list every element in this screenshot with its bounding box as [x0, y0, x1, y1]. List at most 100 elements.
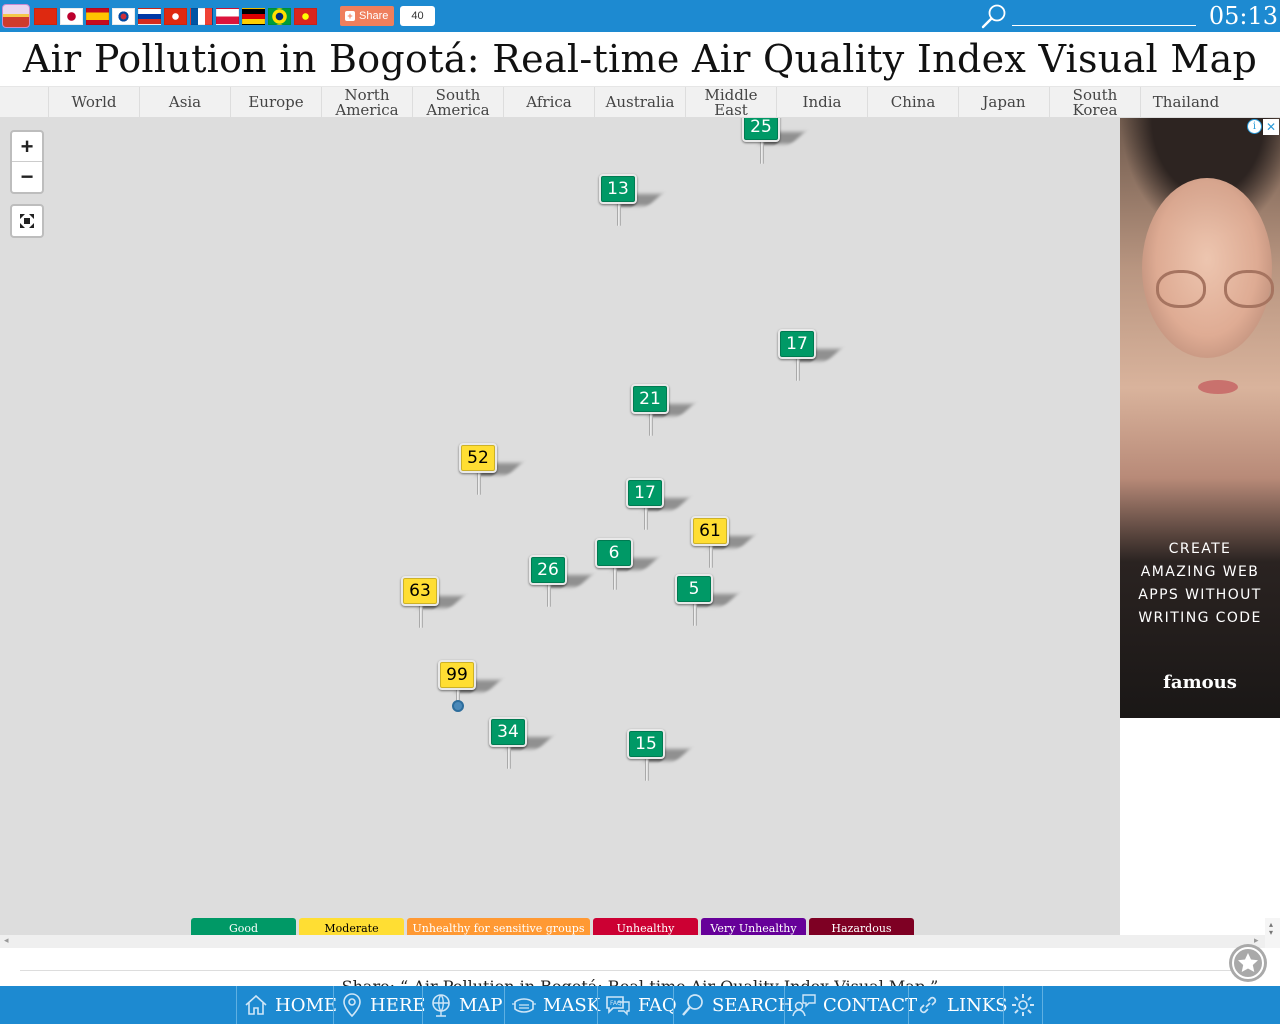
scroll-right-icon[interactable]: ▸	[1254, 936, 1259, 946]
zoom-control: + −	[10, 130, 44, 194]
aqi-marker[interactable]: 21	[631, 384, 694, 444]
aqi-marker[interactable]: 5	[675, 574, 738, 634]
nav-links[interactable]: LINKS	[908, 986, 1008, 1024]
nav-home-label: HOME	[275, 994, 338, 1016]
ad-close-icon[interactable]: ✕	[1263, 119, 1279, 135]
share-line-container: Share: “ Air Pollution in Bogotá: Real-t…	[20, 970, 1260, 986]
region-tab-india[interactable]: India	[776, 87, 867, 118]
legend-unhealthy: Unhealthy	[593, 918, 698, 935]
ad-info-icon[interactable]: i	[1247, 119, 1262, 134]
contact-icon	[792, 994, 816, 1017]
flag-hongkong-icon[interactable]	[164, 8, 187, 25]
title-bar: Air Pollution in Bogotá: Real-time Air Q…	[0, 32, 1280, 87]
aqi-value: 21	[631, 384, 669, 414]
flag-germany-icon[interactable]	[242, 8, 265, 25]
aqi-value: 17	[778, 329, 816, 359]
site-logo[interactable]	[2, 4, 30, 28]
region-tab-south-korea[interactable]: South Korea	[1049, 87, 1140, 118]
region-tab-south-america[interactable]: South America	[412, 87, 503, 118]
scroll-up-icon[interactable]: ▴	[1269, 920, 1274, 929]
page-title: Air Pollution in Bogotá: Real-time Air Q…	[22, 37, 1258, 81]
scroll-down-icon[interactable]: ▾	[1269, 928, 1274, 937]
region-tab-north-america[interactable]: North America	[321, 87, 412, 118]
link-icon	[919, 996, 937, 1014]
flag-russia-icon[interactable]	[138, 8, 161, 25]
aqi-marker[interactable]: 25	[742, 118, 805, 172]
nav-mask-label: MASK	[543, 994, 601, 1016]
flag-korea-icon[interactable]	[112, 8, 135, 25]
aqi-value: 99	[438, 660, 476, 690]
aqi-value: 34	[489, 717, 527, 747]
ad-photo-face	[1142, 178, 1272, 358]
scroll-left-icon[interactable]: ◂	[4, 936, 9, 946]
share-count: 40	[400, 6, 435, 26]
nav-here[interactable]: HERE	[333, 986, 426, 1024]
star-icon	[1232, 947, 1264, 979]
language-flags	[34, 8, 317, 25]
svg-text:FAQ: FAQ	[610, 1000, 622, 1007]
nav-contact[interactable]: CONTACT	[784, 986, 917, 1024]
flag-france-icon[interactable]	[190, 8, 213, 25]
region-tab-australia[interactable]: Australia	[594, 87, 685, 118]
flag-poland-icon[interactable]	[216, 8, 239, 25]
nav-map[interactable]: MAP	[422, 986, 504, 1024]
nav-mask[interactable]: MASK	[504, 986, 601, 1024]
top-bar: + Share 40 05:13	[0, 0, 1280, 32]
aqi-value: 25	[742, 118, 780, 142]
aqi-marker[interactable]: 13	[599, 174, 662, 234]
aqi-marker[interactable]: 26	[529, 555, 592, 615]
flag-spain-icon[interactable]	[86, 8, 109, 25]
aqi-marker[interactable]: 17	[778, 329, 841, 389]
region-tab-japan[interactable]: Japan	[958, 87, 1049, 118]
favorite-button[interactable]	[1229, 944, 1267, 982]
aqi-marker[interactable]: 63	[401, 576, 464, 636]
region-tab-world[interactable]: World	[48, 87, 139, 118]
aqi-marker[interactable]: 17	[626, 478, 689, 538]
aqi-marker[interactable]: 6	[595, 538, 658, 598]
fullscreen-button[interactable]	[10, 204, 44, 238]
region-tab-africa[interactable]: Africa	[503, 87, 594, 118]
location-pin-icon	[343, 993, 361, 1018]
flag-japan-icon[interactable]	[60, 8, 83, 25]
ad-photo-glasses	[1156, 270, 1206, 308]
faq-bubble-icon: FAQ	[606, 996, 630, 1016]
zoom-in-button[interactable]: +	[12, 132, 42, 162]
nav-search[interactable]: SEARCH	[673, 986, 794, 1024]
aqi-value: 52	[459, 443, 497, 473]
plus-icon: +	[345, 11, 355, 21]
bottom-nav: HOME HERE MAP MASK FAQ FAQ SEARCH CONTAC…	[0, 986, 1280, 1024]
region-tab-china[interactable]: China	[867, 87, 958, 118]
region-nav: World Asia Europe North America South Am…	[0, 87, 1280, 118]
flag-vietnam-icon[interactable]	[294, 8, 317, 25]
aqi-marker[interactable]: 15	[627, 729, 690, 789]
share-button-label: Share	[359, 10, 389, 22]
advertisement[interactable]: CREATE AMAZING WEB APPS WITHOUT WRITING …	[1120, 118, 1280, 718]
aqi-marker[interactable]: 52	[459, 443, 522, 503]
horizontal-scrollbar[interactable]: ◂ ▸	[0, 935, 1265, 948]
region-tab-thailand[interactable]: Thailand	[1140, 87, 1231, 118]
flag-china-icon[interactable]	[34, 8, 57, 25]
search-icon[interactable]	[980, 3, 1008, 29]
region-tab-asia[interactable]: Asia	[139, 87, 230, 118]
nav-home[interactable]: HOME	[236, 986, 337, 1024]
region-tab-middle-east[interactable]: Middle East	[685, 87, 776, 118]
nav-links-label: LINKS	[947, 994, 1008, 1016]
aqi-value: 6	[595, 538, 633, 568]
vertical-scrollbar[interactable]: ▴ ▾	[1265, 918, 1280, 948]
globe-icon	[432, 994, 450, 1017]
share-button[interactable]: + Share	[340, 6, 394, 26]
aqi-value: 5	[675, 574, 713, 604]
region-tab-europe[interactable]: Europe	[230, 87, 321, 118]
mask-icon	[512, 998, 536, 1013]
current-location-dot[interactable]	[452, 700, 464, 712]
aqi-map[interactable]: + − 25 13 17 21 52 17 61 6 26 5 63 99 34…	[0, 118, 1120, 935]
aqi-marker[interactable]: 34	[489, 717, 552, 777]
nav-faq[interactable]: FAQ FAQ	[597, 986, 677, 1024]
aqi-marker[interactable]: 61	[691, 516, 754, 576]
nav-settings[interactable]	[1003, 986, 1043, 1024]
aqi-legend: Good Moderate Unhealthy for sensitive gr…	[191, 918, 914, 935]
search-input[interactable]	[1012, 6, 1196, 26]
ad-headline: CREATE AMAZING WEB APPS WITHOUT WRITING …	[1138, 541, 1262, 626]
flag-brazil-icon[interactable]	[268, 8, 291, 25]
zoom-out-button[interactable]: −	[20, 164, 34, 189]
